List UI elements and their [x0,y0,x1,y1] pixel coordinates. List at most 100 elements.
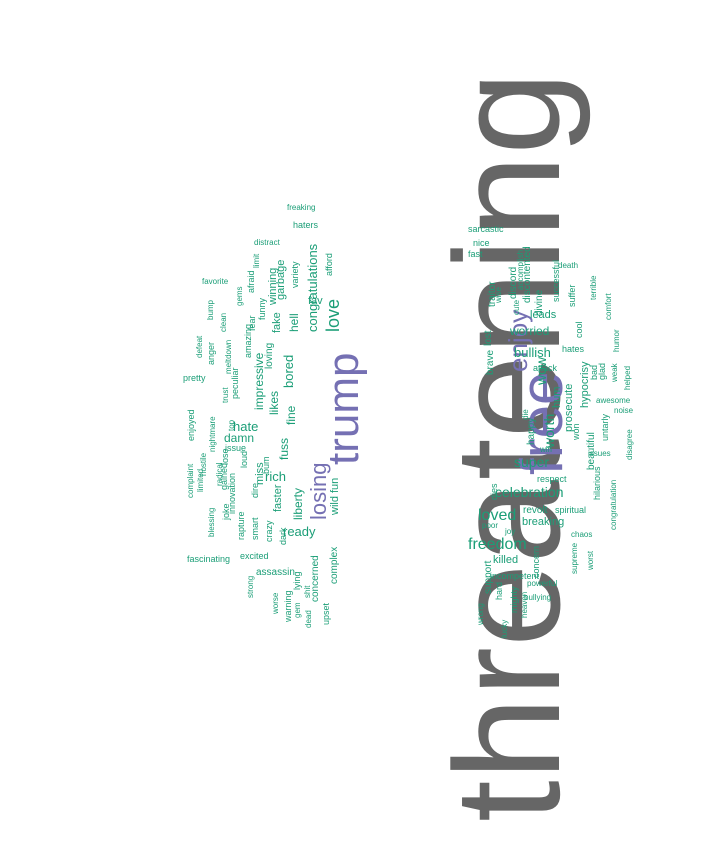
word-congratulation: congratulation [609,479,618,530]
word-hate: hate [233,419,259,434]
word-disagree: disagree [625,429,634,460]
word-divine: divine [534,289,545,316]
word-bullish: bullish [514,345,551,360]
word-humor: humor [612,329,621,352]
word-revolt: revolt [523,505,548,516]
word-sarcastic: sarcastic [468,224,504,234]
word-wild-fun: wild fun [329,477,341,515]
word-excited: excited [240,551,269,561]
word-assassin: assassin [256,567,295,578]
word-celebration: celebration [495,484,564,500]
word-dark: dark [278,527,288,545]
word-blessing: blessing [207,507,216,537]
word-fear: fear [247,315,257,331]
word-afraid: afraid [246,270,256,293]
word-terrible: terrible [589,275,598,300]
word-fake: fake [271,312,283,333]
word-lost: lost [483,330,494,346]
word-smart: smart [250,517,260,541]
word-concern: concern [531,545,541,578]
word-gem: gem [293,602,302,618]
word-dead: dead [304,610,313,628]
word-mighty: mighty [509,586,519,613]
word-loving: loving [264,342,275,369]
word-winning: winning [267,267,279,305]
word-enjoy: enjoy [503,309,533,372]
word-supreme: supreme [570,542,579,574]
word-likes: likes [267,390,281,415]
word-strong: strong [246,575,255,598]
word-trump: trump [319,352,368,465]
word-gems: gems [235,286,244,306]
word-hates: hates [562,344,585,354]
word-helped: helped [623,365,632,390]
word-bored: bored [281,354,296,388]
word-poor: poor [482,521,499,530]
word-bullying: bullying [524,593,552,602]
word-accomplish: accomplish [516,249,525,290]
word-funny: funny [257,297,267,320]
word-worth: worth [541,413,557,448]
word-loud: loud [239,450,249,468]
word-brave: brave [485,349,496,375]
word-super: super [514,454,550,470]
word-worst: worst [586,550,595,570]
word-glad: glad [597,362,607,380]
word-issues: issues [588,449,611,458]
word-anger: anger [206,341,216,365]
word-comfort: comfort [604,293,613,320]
word-incompetent: incompetent [490,571,540,581]
word-fine: fine [284,405,298,425]
word-killed: killed [493,554,519,566]
word-clean: clean [219,312,228,332]
word-issue: issue [225,443,247,453]
word-concerned: concerned [310,555,321,602]
word-upset: upset [321,602,331,625]
word-ready: ready [283,524,316,539]
word-attack: attack [533,363,558,373]
word-noise: noise [614,406,634,415]
word-death: death [558,261,579,270]
word-limit: limit [252,253,261,268]
word-breaking: breaking [522,516,565,528]
word-fast: fast [468,249,483,259]
word-damn: damn [224,431,255,445]
word-shit: shit [303,585,312,598]
word-chaos: chaos [571,530,593,539]
word-wrong: wrong [476,603,485,625]
word-faster: faster [272,484,284,512]
word-leads: leads [530,309,557,321]
word-worried: worried [510,324,550,338]
word-awesome: awesome [596,396,631,405]
word-dies: dies [489,483,499,500]
word-lucky: lucky [500,619,509,638]
word-joke: joke [221,503,231,520]
word-respect: respect [537,474,567,484]
word-hard: hard [494,581,504,600]
word-trust: trust [221,387,230,403]
word-rapture: rapture [236,511,246,540]
word-dire: dire [250,482,260,498]
word-powerful: powerful [527,579,558,588]
word-gained: gained [219,462,229,490]
word-pretty: pretty [183,373,206,383]
word-loved: loved [478,507,517,524]
word-suffer: suffer [567,284,577,307]
word-rich: rich [265,469,286,484]
word-nice: nice [473,238,490,248]
word-lose: lose [220,448,230,465]
word-top: top [227,419,236,431]
word-untarly: untarly [600,413,610,441]
word-crazy: crazy [264,520,274,542]
word-joy: joy [505,527,516,536]
word-afford: afford [324,253,334,276]
word-die: die [521,409,530,420]
word-haters: haters [293,220,319,230]
word-defeat: defeat [195,335,204,358]
word-spiritual: spiritual [555,505,587,515]
word-freedom: freedom [468,536,527,553]
word-meltdown: meltdown [224,339,233,374]
word-complaint: complaint [186,463,195,498]
word-nightmare: nightmare [208,416,217,452]
